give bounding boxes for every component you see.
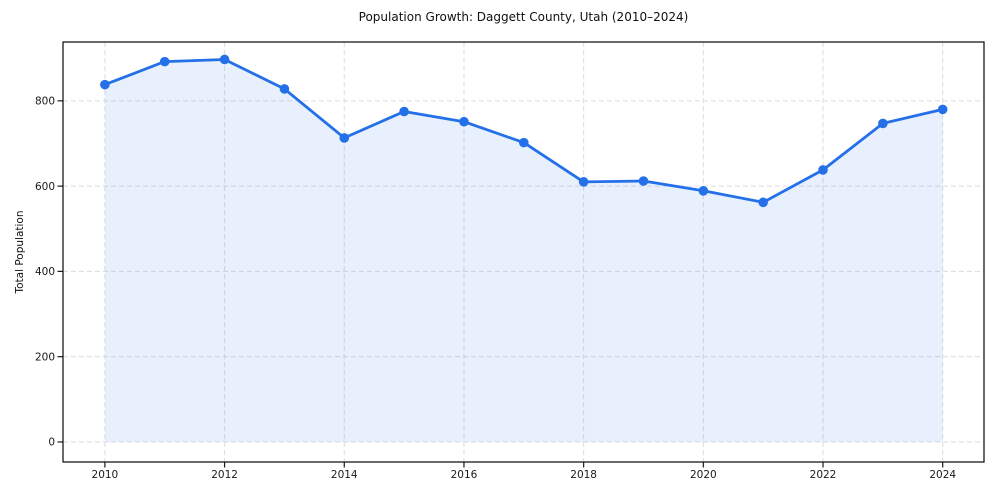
data-point [399, 106, 409, 117]
area-fill [104, 59, 943, 442]
plot-border [62, 41, 985, 463]
data-point [818, 165, 828, 175]
x-tick-label: 2014 [331, 469, 358, 481]
x-tick-label: 2016 [451, 469, 478, 481]
data-point [578, 177, 589, 187]
data-point [878, 118, 888, 129]
x-tick-label: 2012 [211, 469, 238, 481]
data-point [159, 56, 170, 67]
y-tick-label: 0 [48, 437, 55, 449]
y-axis-label: Total Population [14, 210, 26, 294]
x-tick-label: 2018 [570, 469, 597, 481]
data-point [100, 79, 110, 90]
data-point [339, 133, 350, 143]
data-point [937, 104, 948, 115]
data-point [758, 197, 768, 208]
x-tick-label: 2010 [92, 469, 119, 481]
data-point [518, 137, 529, 148]
y-tick-label: 400 [35, 266, 55, 278]
y-tick-label: 200 [35, 351, 55, 363]
chart-title: Population Growth: Daggett County, Utah … [358, 10, 689, 24]
x-tick-label: 2020 [690, 469, 717, 481]
y-tick-label: 800 [35, 96, 55, 108]
x-tick-label: 2024 [929, 469, 956, 481]
data-point [279, 84, 290, 94]
x-tick-label: 2022 [810, 469, 837, 481]
y-tick-label: 600 [35, 181, 55, 193]
data-point [638, 176, 649, 186]
data-point [219, 54, 230, 65]
data-point [698, 186, 709, 196]
data-point [459, 116, 469, 127]
